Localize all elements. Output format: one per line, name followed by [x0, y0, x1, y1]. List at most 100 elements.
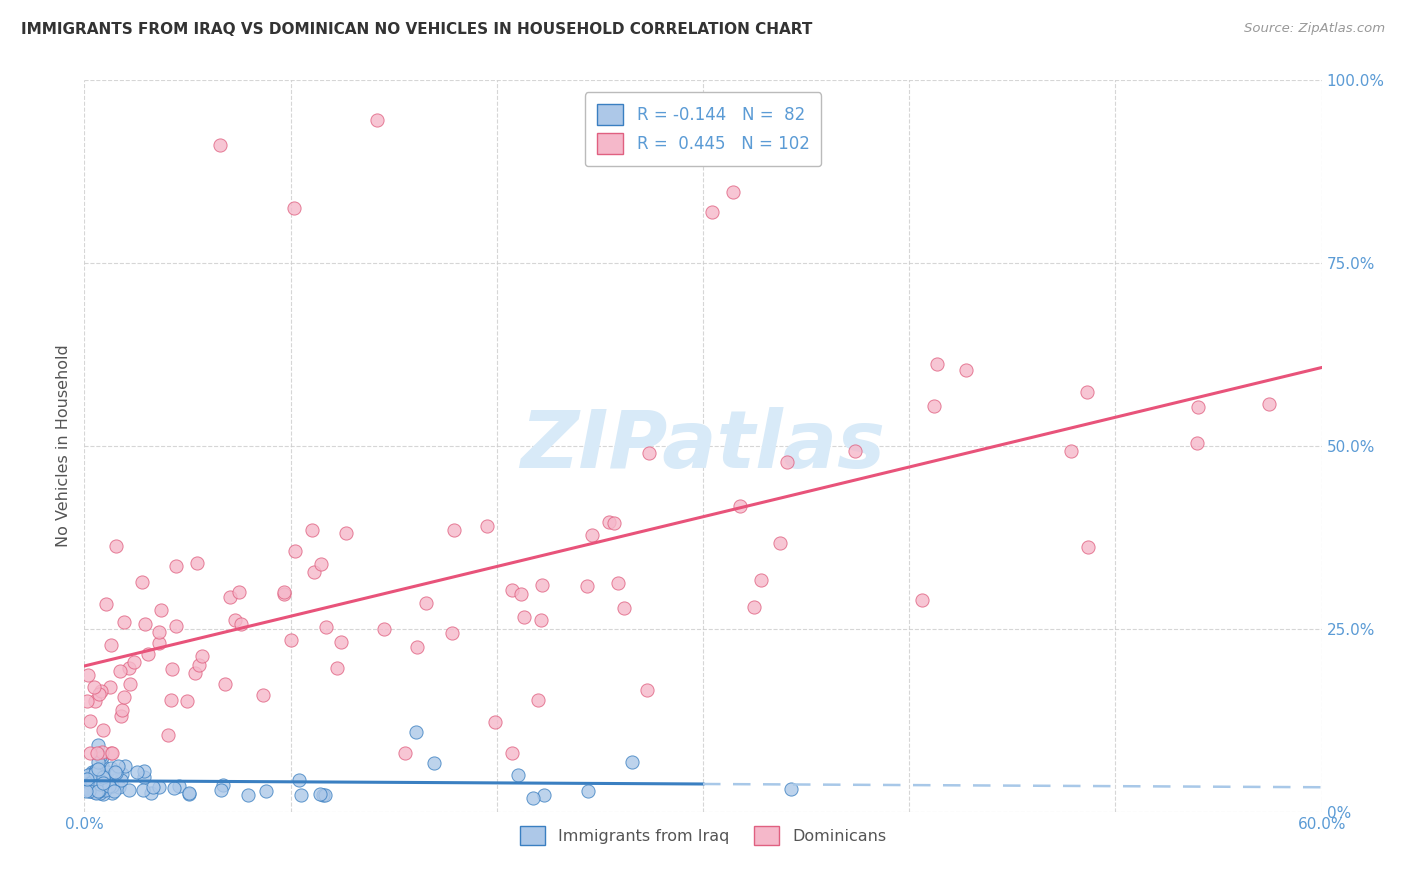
Point [110, 664, 132, 678]
Point [87, 687, 110, 701]
Point [484, 714, 506, 729]
Point [87, 755, 110, 769]
Point [183, 665, 205, 680]
Point [100, 761, 122, 775]
Point [107, 759, 129, 773]
Point [148, 625, 170, 640]
Point [136, 647, 159, 661]
Point [84, 786, 107, 800]
Point [214, 677, 236, 691]
Point [142, 780, 165, 794]
Point [188, 658, 211, 673]
Point [87, 783, 110, 797]
Point [94, 783, 117, 797]
Point [112, 690, 135, 704]
Point [79, 714, 101, 728]
Point [96, 764, 118, 779]
Point [236, 788, 259, 802]
Point [533, 788, 555, 802]
Point [114, 759, 136, 773]
Point [283, 201, 305, 215]
Point [162, 662, 184, 676]
Point [315, 620, 337, 634]
Point [131, 575, 153, 590]
Point [273, 587, 295, 601]
Point [139, 786, 162, 800]
Y-axis label: No Vehicles in Household: No Vehicles in Household [56, 344, 72, 548]
Point [613, 601, 636, 615]
Point [91, 770, 114, 784]
Point [111, 767, 134, 781]
Point [132, 771, 155, 785]
Point [89, 786, 111, 800]
Point [405, 640, 427, 654]
Point [621, 755, 644, 769]
Point [89, 776, 111, 790]
Point [104, 765, 127, 780]
Point [91, 787, 114, 801]
Point [89, 772, 111, 787]
Point [576, 579, 599, 593]
Point [475, 519, 498, 533]
Point [118, 783, 141, 797]
Point [100, 746, 122, 760]
Point [527, 692, 550, 706]
Point [84, 766, 107, 780]
Point [273, 584, 295, 599]
Point [79, 784, 101, 798]
Point [925, 357, 948, 371]
Point [100, 779, 122, 793]
Legend: Immigrants from Iraq, Dominicans: Immigrants from Iraq, Dominicans [513, 820, 893, 851]
Point [212, 778, 235, 792]
Point [86, 762, 108, 776]
Point [191, 649, 214, 664]
Point [122, 656, 145, 670]
Point [118, 661, 141, 675]
Point [91, 745, 114, 759]
Point [290, 789, 312, 803]
Point [79, 746, 101, 760]
Point [84, 694, 107, 708]
Point [1187, 435, 1209, 450]
Point [90, 683, 112, 698]
Point [844, 444, 866, 458]
Point [111, 703, 134, 717]
Point [309, 787, 332, 801]
Point [84, 782, 107, 797]
Point [90, 774, 112, 789]
Point [209, 782, 232, 797]
Point [254, 784, 277, 798]
Point [280, 632, 302, 647]
Point [922, 399, 945, 413]
Text: Source: ZipAtlas.com: Source: ZipAtlas.com [1244, 22, 1385, 36]
Point [84, 785, 107, 799]
Point [134, 616, 156, 631]
Point [101, 746, 124, 760]
Point [522, 791, 544, 805]
Point [218, 590, 240, 604]
Point [89, 784, 111, 798]
Point [100, 639, 122, 653]
Point [165, 559, 187, 574]
Point [82, 765, 104, 780]
Point [79, 776, 101, 790]
Text: IMMIGRANTS FROM IRAQ VS DOMINICAN NO VEHICLES IN HOUSEHOLD CORRELATION CHART: IMMIGRANTS FROM IRAQ VS DOMINICAN NO VEH… [21, 22, 813, 37]
Point [83, 681, 105, 695]
Point [105, 777, 128, 791]
Point [132, 764, 155, 779]
Point [955, 362, 977, 376]
Point [405, 725, 427, 739]
Point [581, 528, 603, 542]
Point [776, 455, 799, 469]
Point [749, 573, 772, 587]
Point [578, 783, 600, 797]
Point [103, 784, 125, 798]
Point [110, 708, 132, 723]
Point [304, 565, 326, 579]
Point [325, 661, 347, 675]
Point [125, 765, 148, 780]
Point [288, 772, 311, 787]
Point [1187, 400, 1209, 414]
Point [603, 516, 626, 530]
Point [100, 680, 122, 694]
